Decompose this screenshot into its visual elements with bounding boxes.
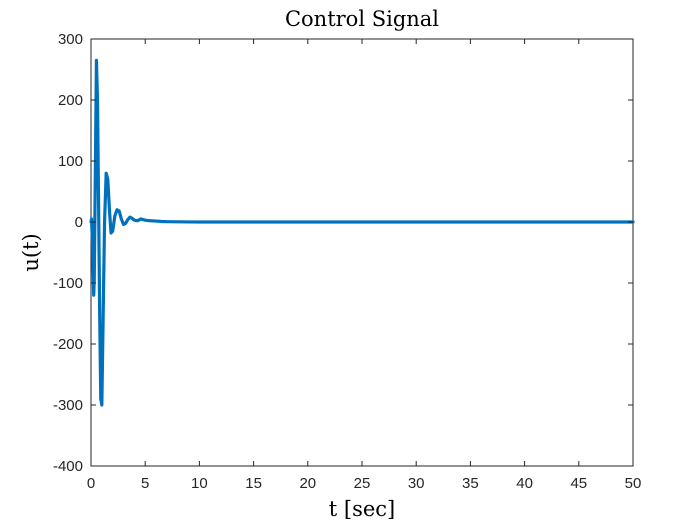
y-tick-label: -100: [53, 275, 83, 292]
y-axis-ticks: -400 -300 -200 -100 0 100 200 300: [53, 31, 633, 475]
x-axis-ticks: 0 5 10 15 20 25 30 35 40 45 50: [87, 39, 642, 492]
plot-area: [89, 38, 635, 467]
x-tick-label: 50: [625, 475, 642, 492]
axes-box: [90, 38, 634, 467]
x-tick-label: 45: [570, 475, 587, 492]
y-tick-label: 0: [75, 214, 83, 231]
x-tick-label: 20: [299, 475, 316, 492]
y-tick-label: -300: [53, 397, 83, 414]
x-tick-label: 15: [245, 475, 262, 492]
y-tick-label: 200: [58, 92, 83, 109]
x-tick-label: 30: [408, 475, 425, 492]
x-tick-label: 25: [354, 475, 371, 492]
y-tick-label: 300: [58, 31, 83, 48]
y-tick-label: -400: [53, 458, 83, 475]
y-tick-label: 100: [58, 153, 83, 170]
y-axis-label: u(t): [19, 233, 43, 271]
y-tick-label: -200: [53, 336, 83, 353]
chart-title: Control Signal: [285, 7, 439, 31]
x-tick-label: 40: [516, 475, 533, 492]
series-line: [89, 58, 635, 407]
x-tick-label: 0: [87, 475, 95, 492]
x-tick-label: 35: [462, 475, 479, 492]
x-axis-label: t [sec]: [329, 497, 395, 521]
x-tick-label: 5: [141, 475, 149, 492]
x-tick-label: 10: [191, 475, 208, 492]
